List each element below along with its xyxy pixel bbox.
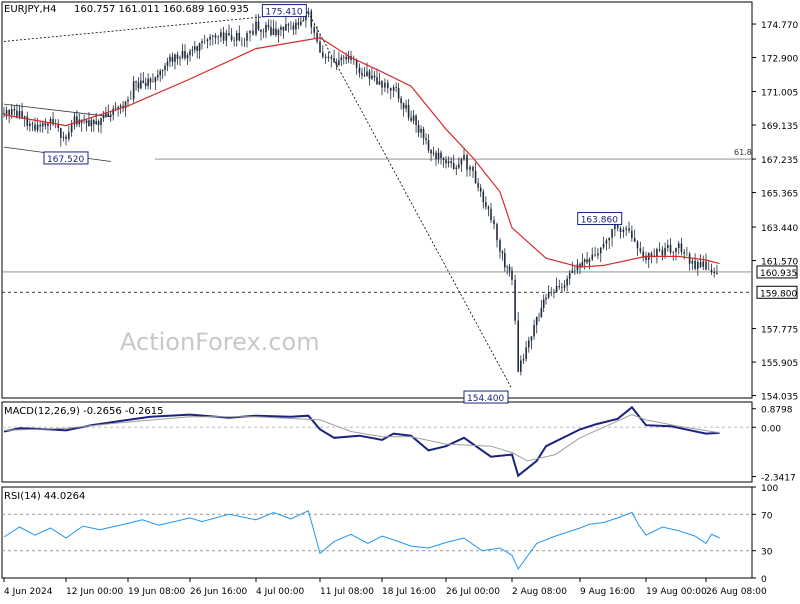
rsi-line xyxy=(3,509,720,570)
macd-panel-frame xyxy=(1,401,753,483)
macd-macd-line xyxy=(3,405,720,478)
x-tick-label: 11 Jul 08:00 xyxy=(320,587,374,597)
price-level-box xyxy=(756,285,798,299)
x-tick-label: 26 Jul 00:00 xyxy=(446,587,500,597)
price-level-label: 159.800 xyxy=(760,289,797,299)
price-annotation-box xyxy=(43,151,89,165)
price-annotation-box xyxy=(261,4,307,18)
price-y-tick-label: 154.035 xyxy=(761,393,798,403)
macd-title: MACD(12,26,9) -0.2656 -0.2615 xyxy=(4,406,164,417)
price-y-tick-label: 172.900 xyxy=(761,55,798,65)
price-level-box xyxy=(756,265,798,279)
x-tick-label: 2 Aug 08:00 xyxy=(512,587,567,597)
x-tick-label: 12 Jun 00:00 xyxy=(66,587,123,597)
macd-y-tick-label: 0.00 xyxy=(761,424,781,434)
price-annotation-label: 167.520 xyxy=(47,155,84,165)
price-y-tick-label: 174.770 xyxy=(761,21,798,31)
price-y-tick-label: 165.365 xyxy=(761,190,798,200)
rsi-y-tick-label: 100 xyxy=(761,484,778,494)
rsi-title: RSI(14) 44.0264 xyxy=(4,491,85,502)
watermark-text: ActionForex.com xyxy=(120,328,320,356)
price-y-tick-label: 171.005 xyxy=(761,89,798,99)
rsi-y-tick-label: 30 xyxy=(761,548,773,558)
rsi-y-tick-label: 70 xyxy=(761,511,773,521)
rsi-panel-frame xyxy=(1,486,753,579)
price-annotation-label: 163.860 xyxy=(581,216,618,226)
x-tick-label: 18 Jul 16:00 xyxy=(382,587,436,597)
price-panel-frame xyxy=(1,1,753,399)
price-annotation-box xyxy=(577,212,623,226)
moving-average-line xyxy=(3,37,720,268)
header-symbol: EURJPY,H4 xyxy=(4,4,57,15)
macd-y-tick-label: 0.8798 xyxy=(761,406,793,416)
x-tick-label: 4 Jun 2024 xyxy=(4,587,53,597)
price-y-tick-label: 167.235 xyxy=(761,156,798,166)
trend-line xyxy=(308,12,513,390)
trend-line xyxy=(3,12,309,42)
macd-y-tick-label: -2.3417 xyxy=(761,474,796,484)
price-annotation-box xyxy=(463,390,509,404)
x-tick-label: 26 Jun 16:00 xyxy=(190,587,247,597)
x-tick-label: 26 Aug 08:00 xyxy=(706,587,767,597)
price-y-tick-label: 161.570 xyxy=(761,258,798,268)
rsi-y-tick-label: 0 xyxy=(761,575,767,585)
macd-signal-line xyxy=(3,414,720,462)
x-tick-label: 19 Jun 08:00 xyxy=(128,587,185,597)
price-y-tick-label: 157.775 xyxy=(761,326,798,336)
price-y-tick-label: 163.440 xyxy=(761,224,798,234)
price-annotation-label: 175.410 xyxy=(265,8,302,18)
x-tick-label: 9 Aug 16:00 xyxy=(580,587,635,597)
fib-level-label: 61.8 xyxy=(734,148,752,157)
header-ohlc: 160.757 161.011 160.689 160.935 xyxy=(74,4,249,15)
x-tick-label: 19 Aug 00:00 xyxy=(646,587,707,597)
x-tick-label: 4 Jul 00:00 xyxy=(256,587,305,597)
price-y-tick-label: 155.905 xyxy=(761,359,798,369)
price-y-tick-label: 169.135 xyxy=(761,122,798,132)
price-level-label: 160.935 xyxy=(760,269,797,279)
price-annotation-label: 154.400 xyxy=(467,394,504,404)
